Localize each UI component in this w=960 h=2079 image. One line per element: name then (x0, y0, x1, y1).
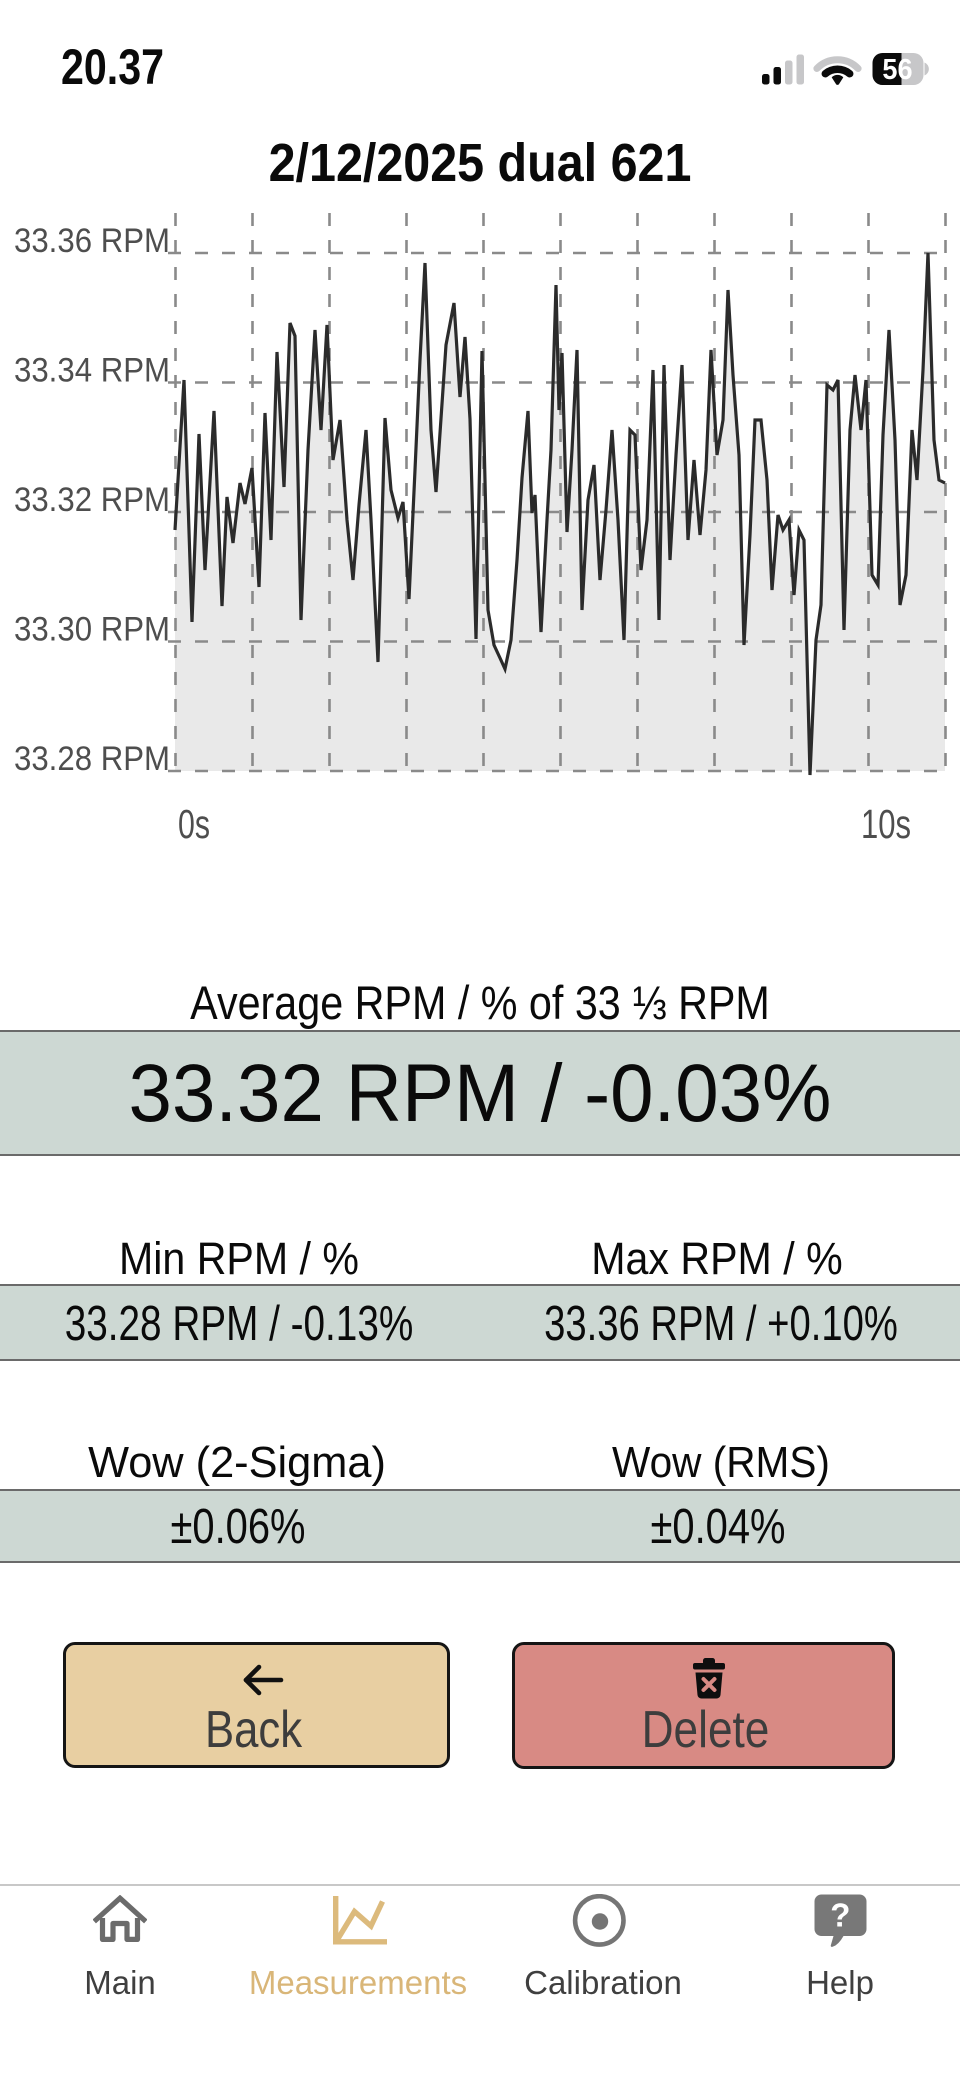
svg-text:0s: 0s (178, 801, 210, 847)
svg-text:56: 56 (882, 53, 912, 85)
svg-text:33.34 RPM: 33.34 RPM (14, 352, 170, 390)
svg-text:33.30 RPM: 33.30 RPM (14, 611, 170, 649)
svg-text:?: ? (830, 1897, 850, 1934)
svg-text:33.36 RPM: 33.36 RPM (14, 222, 170, 260)
svg-text:33.28 RPM: 33.28 RPM (14, 740, 170, 778)
svg-text:33.32 RPM: 33.32 RPM (14, 481, 170, 519)
svg-text:10s: 10s (861, 801, 911, 847)
